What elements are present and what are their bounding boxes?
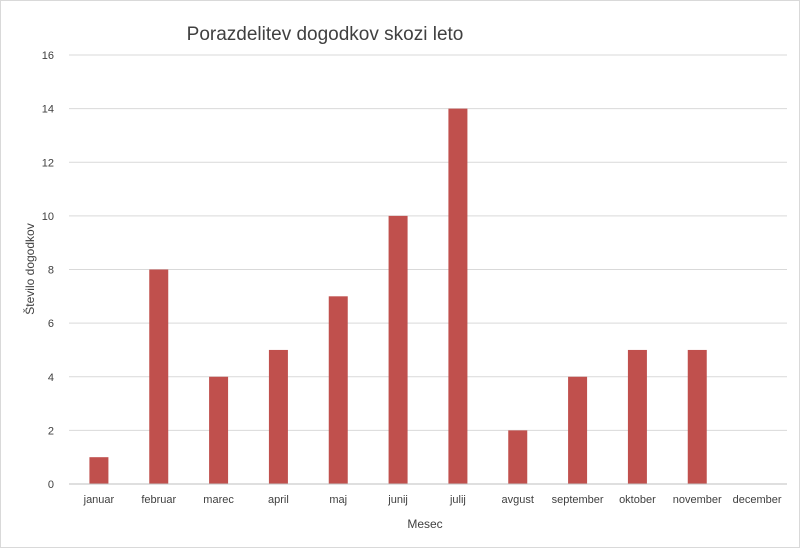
x-tick-label: april — [268, 494, 289, 506]
y-tick-label: 16 — [42, 50, 54, 62]
bar-marec — [209, 376, 229, 484]
x-tick-label: februar — [141, 494, 176, 506]
x-tick-label: junij — [387, 494, 408, 506]
bar-september — [568, 376, 588, 484]
x-axis-ticks: januar februar marec april maj junij julij avgu… — [83, 494, 782, 506]
x-tick-label: november — [673, 494, 722, 506]
y-tick-label: 10 — [42, 211, 54, 223]
bars — [89, 108, 707, 484]
bar-oktober — [627, 349, 647, 484]
y-axis-title: Število dogodkov — [22, 223, 37, 314]
y-tick-label: 4 — [48, 372, 54, 384]
y-tick-label: 0 — [48, 479, 54, 491]
x-tick-label: avgust — [502, 494, 534, 506]
x-tick-label: marec — [203, 494, 234, 506]
x-axis-title: Mesec — [407, 517, 442, 531]
gridlines — [69, 54, 787, 431]
bar-maj — [328, 296, 348, 484]
bar-februar — [149, 269, 169, 484]
bar-januar — [89, 457, 109, 484]
y-tick-label: 14 — [42, 104, 54, 116]
x-tick-label: september — [552, 494, 604, 506]
bar-julij — [448, 108, 468, 484]
y-tick-label: 12 — [42, 157, 54, 169]
y-axis-ticks: 0 2 4 6 8 10 12 14 16 — [42, 50, 54, 491]
bar-april — [268, 349, 288, 484]
chart-title: Porazdelitev dogodkov skozi leto — [187, 24, 464, 45]
x-tick-label: december — [733, 494, 782, 506]
bar-junij — [388, 215, 408, 484]
x-tick-label: oktober — [619, 494, 656, 506]
bar-avgust — [508, 430, 528, 484]
y-tick-label: 2 — [48, 425, 54, 437]
x-tick-label: januar — [83, 494, 115, 506]
x-tick-label: julij — [449, 494, 466, 506]
x-tick-label: maj — [329, 494, 347, 506]
y-tick-label: 8 — [48, 265, 54, 277]
bar-november — [687, 349, 707, 484]
y-tick-label: 6 — [48, 318, 54, 330]
